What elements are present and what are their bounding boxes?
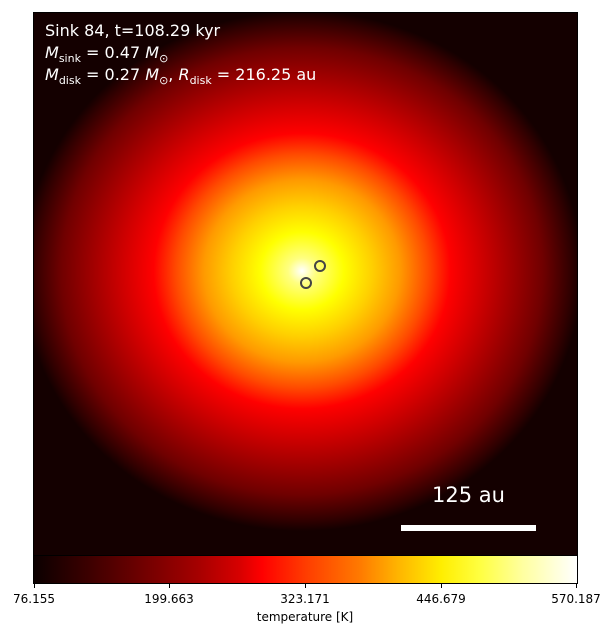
- sink-time-label: Sink 84, t=108.29 kyr: [45, 21, 221, 40]
- disk-radius-value: 216.25: [235, 65, 292, 84]
- colorbar-tick: [576, 583, 577, 588]
- temperature-map: Sink 84, t=108.29 kyr Msink = 0.47 M⊙ Md…: [33, 12, 578, 557]
- colorbar-label: temperature [K]: [256, 610, 354, 624]
- disk-label: Mdisk = 0.27 M⊙, Rdisk = 216.25 au: [45, 65, 317, 88]
- colorbar-tick-label: 446.679: [416, 592, 466, 606]
- scale-bar-label: 125 au: [432, 483, 505, 507]
- sink-marker-2: [300, 277, 312, 289]
- colorbar-tick-label: 76.155: [13, 592, 55, 606]
- colorbar-tick: [169, 583, 170, 588]
- colorbar-tick-label: 570.187: [551, 592, 601, 606]
- sink-mass-label: Msink = 0.47 M⊙: [45, 43, 169, 66]
- colorbar-tick: [305, 583, 306, 588]
- colorbar-tick: [441, 583, 442, 588]
- colorbar: [33, 555, 578, 584]
- sink-marker-1: [314, 260, 326, 272]
- scale-bar: [401, 525, 536, 531]
- sink-mass-value: 0.47: [104, 43, 141, 62]
- colorbar-tick-label: 199.663: [144, 592, 194, 606]
- disk-mass-value: 0.27: [104, 65, 141, 84]
- colorbar-tick-label: 323.171: [280, 592, 330, 606]
- disk-radius-unit: au: [296, 65, 317, 84]
- colorbar-tick: [34, 583, 35, 588]
